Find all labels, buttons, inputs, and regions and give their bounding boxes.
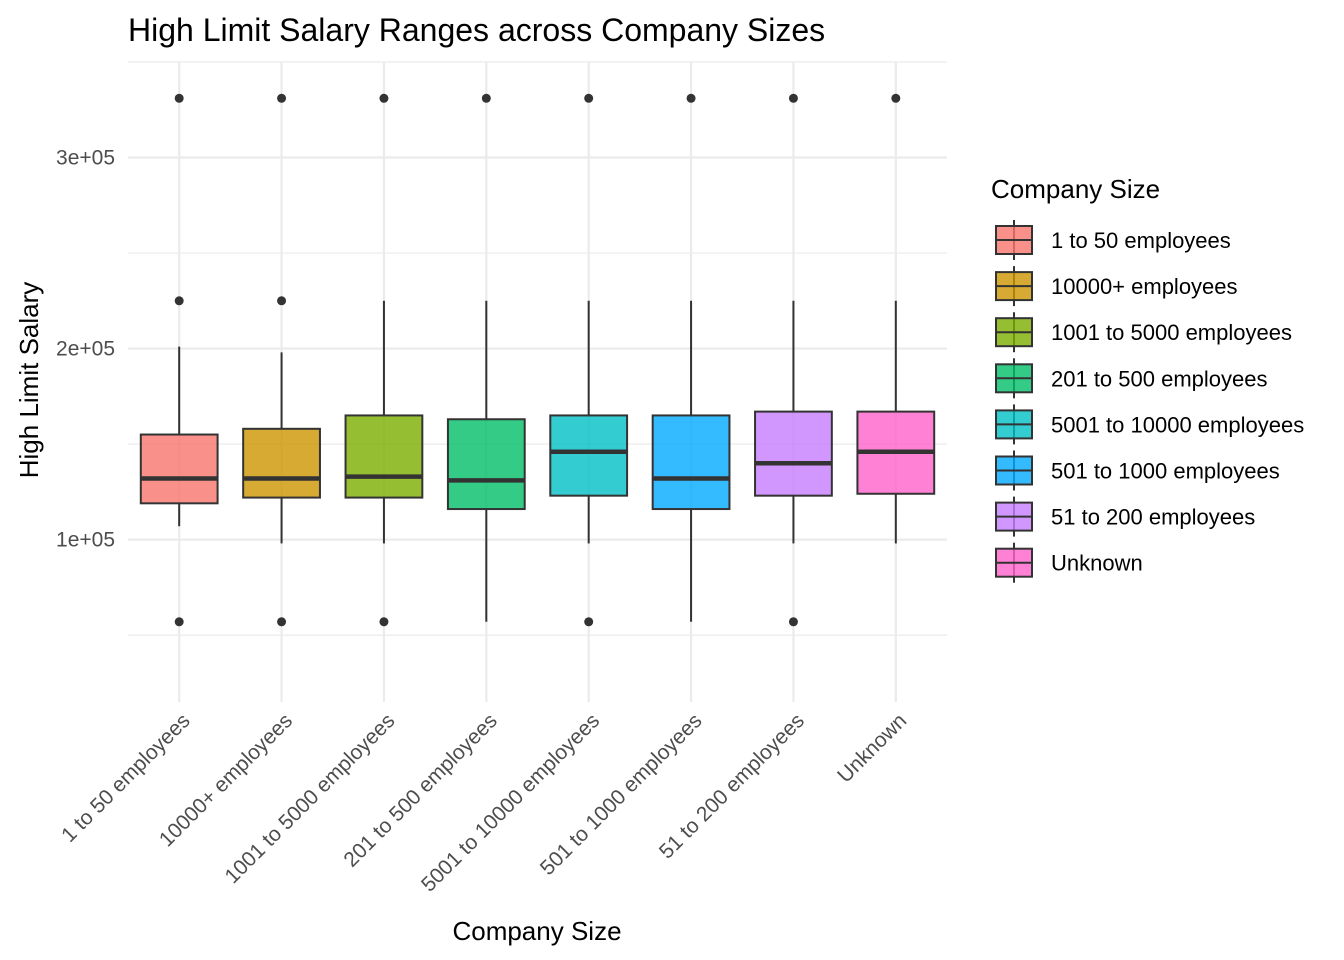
- legend-item: 10000+ employees: [995, 266, 1238, 307]
- legend-item: 1 to 50 employees: [995, 220, 1231, 260]
- box: [651, 414, 731, 511]
- y-tick-label: 2e+05: [56, 338, 115, 361]
- outlier-point: [584, 93, 594, 103]
- outlier-point: [277, 296, 287, 306]
- legend-label: Unknown: [1051, 551, 1143, 576]
- box-group: [139, 93, 219, 627]
- legend-label: 51 to 200 employees: [1051, 505, 1255, 530]
- legend-label: 1 to 50 employees: [1051, 228, 1231, 253]
- box: [446, 418, 526, 511]
- legend-label: 201 to 500 employees: [1051, 366, 1268, 391]
- chart-title: High Limit Salary Ranges across Company …: [128, 12, 825, 48]
- legend-item: 51 to 200 employees: [995, 496, 1255, 537]
- legend-item: 201 to 500 employees: [995, 358, 1268, 399]
- legend-title: Company Size: [991, 174, 1160, 204]
- outlier-point: [379, 617, 389, 627]
- box-group: [549, 93, 629, 627]
- x-axis-title: Company Size: [452, 916, 621, 946]
- box-group: [651, 93, 731, 622]
- y-axis-ticks: 1e+05 2e+05 3e+05: [56, 147, 115, 552]
- box-group: [754, 93, 833, 627]
- outlier-point: [174, 93, 184, 103]
- y-tick-label: 3e+05: [56, 147, 115, 170]
- outlier-point: [481, 93, 491, 103]
- legend-item: 5001 to 10000 employees: [995, 404, 1304, 445]
- legend-item: 501 to 1000 employees: [995, 450, 1280, 491]
- outlier-point: [788, 93, 798, 103]
- x-tick-label: 5001 to 10000 employees: [417, 709, 604, 896]
- box: [754, 410, 833, 497]
- outlier-point: [788, 617, 798, 627]
- legend-label: 501 to 1000 employees: [1051, 459, 1280, 484]
- box-group: [446, 93, 526, 622]
- outlier-point: [584, 617, 594, 627]
- legend-item: 1001 to 5000 employees: [995, 312, 1292, 353]
- box-group: [344, 93, 424, 627]
- legend-label: 1001 to 5000 employees: [1051, 320, 1292, 345]
- legend: Company Size 1 to 50 employees 10000+ emp…: [991, 174, 1304, 583]
- outlier-point: [174, 296, 184, 306]
- y-tick-label: 1e+05: [56, 529, 115, 552]
- grid: [128, 61, 947, 702]
- outlier-point: [174, 617, 184, 627]
- box: [344, 414, 424, 499]
- box: [139, 433, 219, 505]
- x-tick-label: 1001 to 5000 employees: [221, 709, 400, 888]
- boxes: [139, 93, 936, 627]
- legend-label: 10000+ employees: [1051, 274, 1238, 299]
- x-tick-label: Unknown: [833, 709, 911, 787]
- outlier-point: [379, 93, 389, 103]
- box: [242, 427, 321, 499]
- box: [549, 414, 629, 497]
- box-group: [856, 93, 936, 544]
- outlier-point: [277, 617, 287, 627]
- box-group: [242, 93, 321, 627]
- y-axis-title: High Limit Salary: [14, 282, 44, 479]
- outlier-point: [277, 93, 287, 103]
- outlier-point: [891, 93, 901, 103]
- outlier-point: [686, 93, 696, 103]
- legend-item: Unknown: [995, 542, 1143, 583]
- legend-label: 5001 to 10000 employees: [1051, 412, 1304, 437]
